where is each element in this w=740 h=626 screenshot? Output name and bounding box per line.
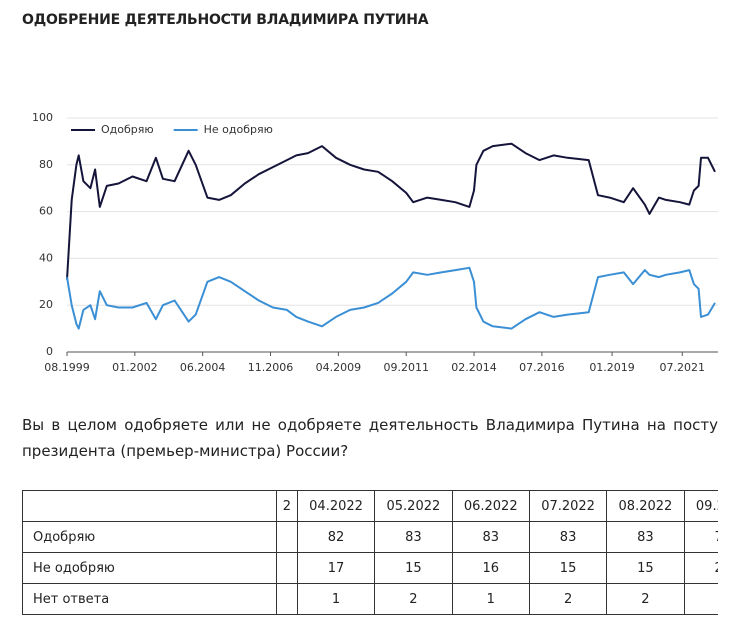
- cell: 1: [451, 583, 530, 615]
- x-tick-label: 08.1999: [44, 361, 90, 374]
- legend-label: Не одобряю: [204, 123, 273, 136]
- chart: 0 20 40 60 80 100 08.1999 01.2002 06.2004 11.2006…: [32, 111, 718, 374]
- x-tick-label: 09.2011: [383, 361, 429, 374]
- cell: 77: [683, 521, 718, 553]
- table-row: Нет ответа121222: [22, 583, 718, 615]
- cell: 16: [451, 552, 530, 584]
- cell: 17: [296, 552, 376, 584]
- series-line: [66, 266, 716, 330]
- cut-cell: [275, 552, 298, 584]
- legend-label: Одобряю: [101, 123, 154, 136]
- column-header: 2: [275, 490, 298, 522]
- column-header: 07.2022: [528, 490, 608, 522]
- cut-cell: [275, 521, 298, 553]
- cell: 2: [606, 583, 685, 615]
- corner: [22, 490, 277, 522]
- table-row: Не одобряю171516151521: [22, 552, 718, 584]
- column-header: 06.2022: [451, 490, 530, 522]
- cell: 1: [296, 583, 376, 615]
- cell: 2: [683, 583, 718, 615]
- cell: 15: [528, 552, 608, 584]
- y-tick-label: 80: [39, 158, 53, 171]
- cell: 83: [528, 521, 608, 553]
- x-tick-label: 01.2002: [112, 361, 158, 374]
- y-tick-label: 0: [46, 345, 53, 358]
- row-label: Не одобряю: [22, 552, 277, 584]
- y-tick-label: 100: [32, 111, 53, 124]
- row-label: Нет ответа: [22, 583, 277, 615]
- x-tick-label: 07.2016: [519, 361, 565, 374]
- cell: 83: [451, 521, 530, 553]
- cell: 83: [606, 521, 685, 553]
- cell: 2: [374, 583, 453, 615]
- series-line: [66, 142, 716, 280]
- row-label: Одобряю: [22, 521, 277, 553]
- x-tick-label: 06.2004: [180, 361, 226, 374]
- cell: 82: [296, 521, 376, 553]
- page-title: ОДОБРЕНИЕ ДЕЯТЕЛЬНОСТИ ВЛАДИМИРА ПУТИНА: [22, 12, 429, 28]
- table-wrap: 204.202205.202206.202207.202208.202209.2…: [22, 490, 718, 615]
- cell: 2: [528, 583, 608, 615]
- column-header: 05.2022: [374, 490, 453, 522]
- table-row: Одобряю828383838377: [22, 521, 718, 553]
- y-tick-label: 60: [39, 205, 53, 218]
- cell: 21: [683, 552, 718, 584]
- cell: 15: [374, 552, 453, 584]
- column-header: 04.2022: [296, 490, 376, 522]
- question: Вы в целом одобряете или не одобряете де…: [22, 416, 718, 460]
- column-header: 08.2022: [606, 490, 685, 522]
- cell: 83: [374, 521, 453, 553]
- x-tick-label: 11.2006: [248, 361, 294, 374]
- x-tick-label: 04.2009: [316, 361, 362, 374]
- x-tick-label: 02.2014: [451, 361, 497, 374]
- x-tick-label: 07.2021: [659, 361, 705, 374]
- table: 204.202205.202206.202207.202208.202209.2…: [22, 490, 718, 615]
- y-tick-label: 20: [39, 298, 53, 311]
- y-tick-label: 40: [39, 251, 53, 264]
- cell: 15: [606, 552, 685, 584]
- cut-cell: [275, 583, 298, 615]
- column-header: 09.2022: [683, 490, 718, 522]
- header-row: 204.202205.202206.202207.202208.202209.2…: [22, 490, 718, 522]
- x-tick-label: 01.2019: [589, 361, 635, 374]
